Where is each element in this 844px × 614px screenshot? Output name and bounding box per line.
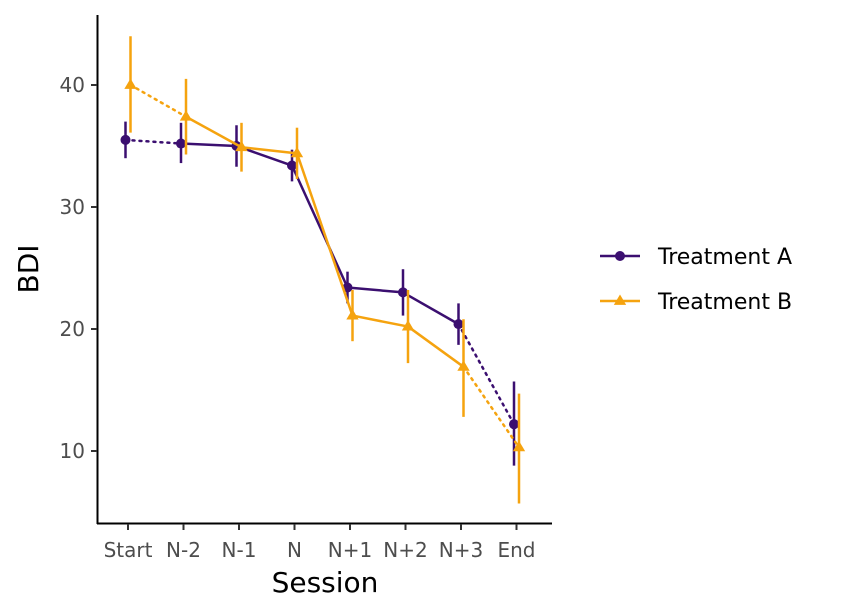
data-point bbox=[124, 78, 137, 89]
legend-key-marker bbox=[613, 294, 627, 305]
legend: Treatment A Treatment B bbox=[600, 245, 792, 315]
x-tick-label: End bbox=[497, 538, 535, 562]
data-point bbox=[398, 287, 408, 298]
data-point bbox=[457, 360, 470, 371]
series-segment bbox=[180, 142, 237, 148]
x-ticks: Start N-2 N-1 N N+1 N+2 N+3 End bbox=[104, 524, 536, 562]
series-treatment-a bbox=[120, 121, 519, 466]
legend-item: Treatment B bbox=[600, 290, 792, 315]
data-point bbox=[287, 160, 297, 171]
series-segment bbox=[347, 286, 404, 294]
legend-item: Treatment A bbox=[600, 245, 792, 270]
x-tick-label: Start bbox=[104, 538, 153, 562]
data-point bbox=[120, 134, 131, 145]
series-segment bbox=[185, 115, 243, 149]
data-point bbox=[179, 110, 193, 121]
x-tick-label: N-1 bbox=[222, 538, 257, 562]
y-tick-label: 30 bbox=[60, 195, 85, 219]
legend-label: Treatment A bbox=[657, 245, 792, 270]
series-segment-dotted bbox=[124, 138, 183, 145]
x-tick-label: N+2 bbox=[383, 538, 427, 562]
data-point bbox=[509, 419, 519, 430]
data-point bbox=[512, 440, 526, 452]
series-segment bbox=[290, 165, 349, 289]
y-ticks: 10 20 30 40 bbox=[60, 73, 97, 463]
data-point bbox=[346, 309, 359, 320]
data-point bbox=[401, 320, 415, 331]
data-point bbox=[235, 140, 248, 152]
data-point bbox=[453, 319, 464, 330]
y-axis-title: BDI bbox=[12, 244, 45, 293]
x-tick-label: N-2 bbox=[166, 538, 201, 562]
series-segment bbox=[352, 314, 409, 328]
x-tick-label: N+1 bbox=[328, 538, 372, 562]
x-tick-label: N bbox=[287, 538, 302, 562]
x-tick-label: N+3 bbox=[439, 538, 483, 562]
legend-key-marker bbox=[615, 251, 625, 261]
plot-area bbox=[120, 36, 526, 504]
data-point bbox=[176, 138, 186, 149]
series-segment bbox=[241, 145, 298, 155]
series-segment bbox=[295, 152, 354, 316]
series-segment-dotted bbox=[457, 322, 516, 426]
series-segment-dotted bbox=[462, 365, 521, 449]
x-axis-title: Session bbox=[272, 566, 379, 599]
y-tick-label: 20 bbox=[60, 317, 85, 341]
series-segment bbox=[407, 325, 465, 368]
series-treatment-b bbox=[124, 36, 526, 504]
y-tick-label: 40 bbox=[60, 73, 85, 97]
series-segment bbox=[402, 291, 460, 326]
axes bbox=[96, 15, 552, 525]
y-tick-label: 10 bbox=[60, 439, 85, 463]
data-point bbox=[290, 146, 304, 158]
legend-label: Treatment B bbox=[657, 290, 792, 315]
series-segment-dotted bbox=[129, 83, 188, 118]
